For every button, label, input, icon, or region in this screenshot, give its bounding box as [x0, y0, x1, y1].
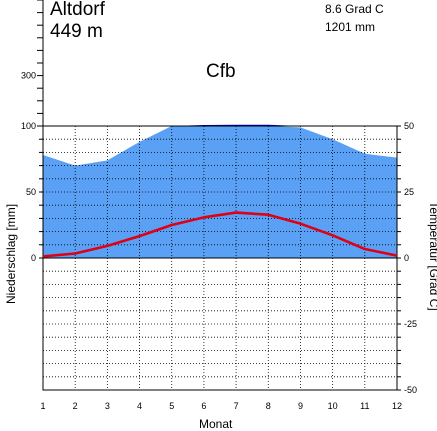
station-name: Altdorf: [50, 0, 105, 20]
climate-class: Cfb: [206, 61, 236, 82]
annual-precipitation: 1201 mm: [325, 20, 376, 34]
perhumid-area: [43, 124, 397, 126]
left-tick-label: 300: [21, 71, 36, 81]
right-tick-label: 50: [404, 121, 414, 131]
x-tick-label: 6: [201, 401, 206, 411]
x-tick-label: 4: [137, 401, 142, 411]
mean-temperature: 8.6 Grad C: [325, 2, 384, 16]
left-tick-label: 0: [31, 253, 36, 263]
x-tick-label: 11: [360, 401, 369, 411]
x-tick-label: 3: [105, 401, 110, 411]
left-tick-label: 50: [26, 187, 36, 197]
right-tick-label: -50: [404, 385, 417, 395]
x-tick-label: 5: [169, 401, 174, 411]
right-tick-label: 0: [404, 253, 409, 263]
temperature-line: [42, 211, 398, 258]
station-elevation: 449 m: [50, 21, 103, 42]
x-tick-label: 8: [266, 401, 271, 411]
left-tick-label: 100: [21, 121, 36, 131]
right-tick-label: 25: [404, 187, 414, 197]
right-tick-label: -25: [404, 319, 417, 329]
x-tick-label: 2: [73, 401, 78, 411]
x-tick-label: 12: [392, 401, 402, 411]
x-tick-label: 9: [298, 401, 303, 411]
x-tick-label: 10: [328, 401, 338, 411]
x-tick-label: 7: [234, 401, 239, 411]
x-axis-label: Monat: [199, 417, 233, 431]
x-tick-label: 1: [40, 401, 45, 411]
